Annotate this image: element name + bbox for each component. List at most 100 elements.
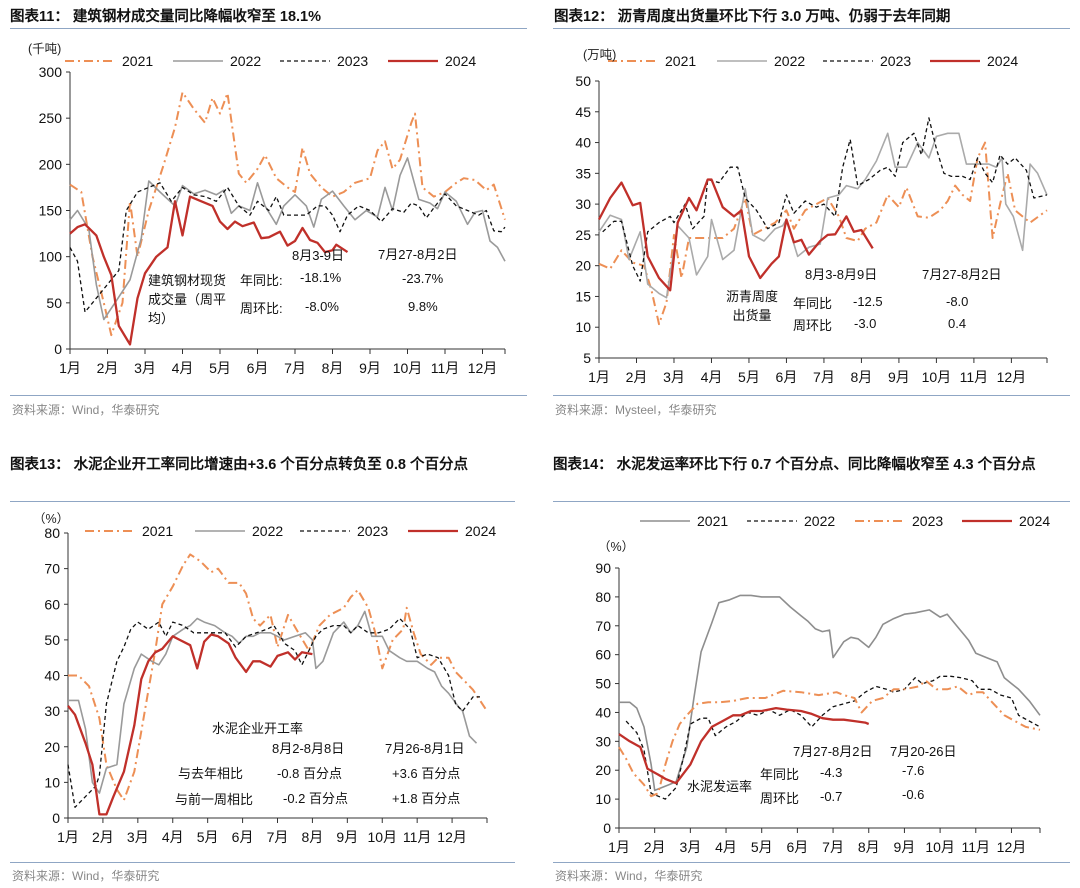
chart-13-wow-current: -0.2 百分点 (283, 791, 349, 806)
legend-label-2024: 2024 (465, 523, 496, 539)
chart-11-yoy-previous: -23.7% (402, 271, 444, 286)
x-tick-label: 4月 (162, 829, 184, 845)
chart-13-period-previous: 7月26-8月1日 (385, 741, 465, 756)
title-divider (10, 28, 527, 29)
chart-11-wow-previous: 9.8% (408, 299, 438, 314)
chart-14-wow-label: 周环比 (760, 791, 800, 806)
chart-13-wow-label: 与前一周相比 (175, 792, 254, 807)
legend-label-2023: 2023 (357, 523, 388, 539)
y-tick-label: 50 (575, 73, 591, 89)
x-tick-label: 10月 (367, 829, 397, 845)
chart-11-source: 资料来源：Wind，华泰研究 (12, 403, 160, 417)
y-tick-label: 300 (39, 64, 63, 80)
series-line-2021 (69, 91, 506, 337)
y-tick-label: 30 (595, 733, 611, 749)
x-tick-label: 5月 (197, 829, 219, 845)
legend-label-2023: 2023 (912, 513, 943, 529)
x-tick-label: 8月 (322, 360, 344, 376)
x-tick-label: 12月 (437, 829, 467, 845)
y-tick-label: 10 (595, 791, 611, 807)
legend-label-2023: 2023 (880, 53, 911, 69)
series-line-2023 (69, 182, 506, 313)
x-tick-label: 12月 (997, 369, 1027, 385)
chart-14-unit: （%） (598, 540, 635, 554)
x-tick-label: 1月 (608, 839, 630, 855)
legend-label-2024: 2024 (987, 53, 1018, 69)
x-tick-label: 9月 (888, 369, 910, 385)
y-tick-label: 40 (595, 704, 611, 720)
y-tick-label: 5 (583, 350, 591, 366)
x-tick-label: 7月 (267, 829, 289, 845)
x-tick-label: 9月 (894, 839, 916, 855)
series-line-2023 (67, 617, 480, 808)
series-line-2022 (69, 157, 506, 321)
x-tick-label: 5月 (209, 360, 231, 376)
y-tick-label: 35 (575, 165, 591, 181)
y-tick-label: 10 (575, 319, 591, 335)
y-tick-label: 70 (595, 618, 611, 634)
legend-label-2024: 2024 (1019, 513, 1050, 529)
chart-12-title: 图表12： 沥青周度出货量环比下行 3.0 万吨、仍弱于去年同期 (554, 9, 951, 25)
chart-13-period-current: 8月2-8月8日 (272, 741, 345, 756)
legend-label-2022: 2022 (252, 523, 283, 539)
series-line-2024 (67, 633, 313, 816)
y-tick-label: 0 (603, 820, 611, 836)
legend-label-2021: 2021 (142, 523, 173, 539)
y-tick-label: 80 (595, 589, 611, 605)
chart-11-unit: (千吨) (28, 42, 62, 56)
x-tick-label: 9月 (336, 829, 358, 845)
x-tick-label: 2月 (644, 839, 666, 855)
x-tick-label: 1月 (59, 360, 81, 376)
y-tick-label: 15 (575, 288, 591, 304)
title-divider (553, 28, 1070, 29)
y-tick-label: 70 (44, 561, 60, 577)
x-tick-label: 5月 (738, 369, 760, 385)
x-tick-label: 6月 (232, 829, 254, 845)
series-line-2022 (68, 610, 478, 794)
x-tick-label: 8月 (302, 829, 324, 845)
series-line-2023 (618, 679, 1041, 798)
x-tick-label: 11月 (403, 829, 432, 845)
series-line-2024 (618, 706, 870, 785)
y-tick-label: 250 (39, 110, 63, 126)
y-tick-label: 0 (52, 810, 60, 826)
x-tick-label: 11月 (431, 360, 460, 376)
chart-12-annotation-label: 沥青周度出货量 (725, 289, 778, 323)
x-tick-label: 7月 (822, 839, 844, 855)
x-tick-label: 2月 (92, 829, 114, 845)
series-line-2021 (598, 141, 1048, 326)
y-tick-label: 200 (39, 156, 63, 172)
y-tick-label: 150 (39, 203, 63, 219)
chart-14-annotation-label: 水泥发运率 (687, 779, 753, 794)
x-tick-label: 12月 (468, 360, 498, 376)
chart-14-period-previous: 7月20-26日 (890, 744, 957, 759)
legend-label-2021: 2021 (697, 513, 728, 529)
y-tick-label: 30 (575, 196, 591, 212)
legend-label-2022: 2022 (804, 513, 835, 529)
chart-13-annotation-label: 水泥企业开工率 (212, 721, 304, 736)
chart-13-yoy-previous: +3.6 百分点 (392, 766, 461, 781)
x-tick-label: 11月 (960, 369, 989, 385)
y-tick-label: 20 (595, 762, 611, 778)
chart-13-unit: （%） (33, 512, 70, 526)
y-tick-label: 80 (44, 525, 60, 541)
chart-14-yoy-current: -4.3 (820, 765, 843, 780)
chart-12-yoy-previous: -8.0 (946, 294, 969, 309)
x-tick-label: 3月 (679, 839, 701, 855)
chart-12-yoy-current: -12.5 (853, 294, 883, 309)
chart-12-wow-current: -3.0 (854, 316, 877, 331)
chart-11-wow-current: -8.0% (305, 299, 339, 314)
chart-14-period-current: 7月27-8月2日 (793, 744, 873, 759)
x-tick-label: 10月 (925, 839, 955, 855)
x-tick-label: 10月 (393, 360, 423, 376)
chart-12-wow-label: 周环比 (793, 318, 833, 333)
chart-11-annotation-label: 建筑钢材现货成交量（周平均） (148, 273, 227, 326)
legend-label-2022: 2022 (774, 53, 805, 69)
source-divider (10, 395, 527, 396)
chart-12-period-current: 8月3-8月9日 (805, 267, 878, 282)
series-line-2023 (602, 117, 1048, 282)
title-divider (553, 501, 1070, 502)
y-tick-label: 30 (44, 703, 60, 719)
chart-13-source: 资料来源：Wind，华泰研究 (12, 869, 160, 883)
chart-14-wow-current: -0.7 (820, 789, 843, 804)
